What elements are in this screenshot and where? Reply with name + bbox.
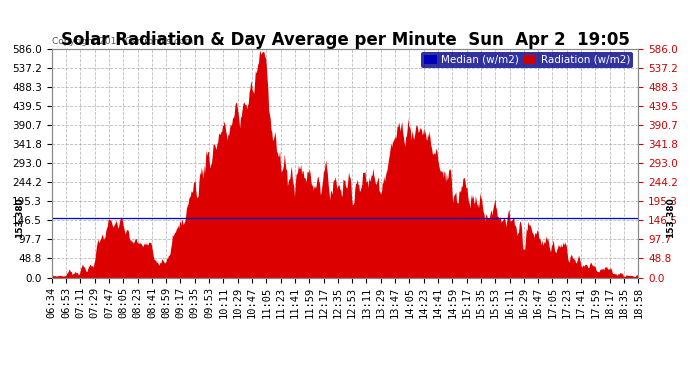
Text: 153.380: 153.380	[666, 197, 675, 238]
Text: 153.380: 153.380	[15, 197, 24, 238]
Legend: Median (w/m2), Radiation (w/m2): Median (w/m2), Radiation (w/m2)	[421, 52, 633, 68]
Text: Copyright 2017 Cartronics.com: Copyright 2017 Cartronics.com	[52, 38, 193, 46]
Title: Solar Radiation & Day Average per Minute  Sun  Apr 2  19:05: Solar Radiation & Day Average per Minute…	[61, 31, 629, 49]
